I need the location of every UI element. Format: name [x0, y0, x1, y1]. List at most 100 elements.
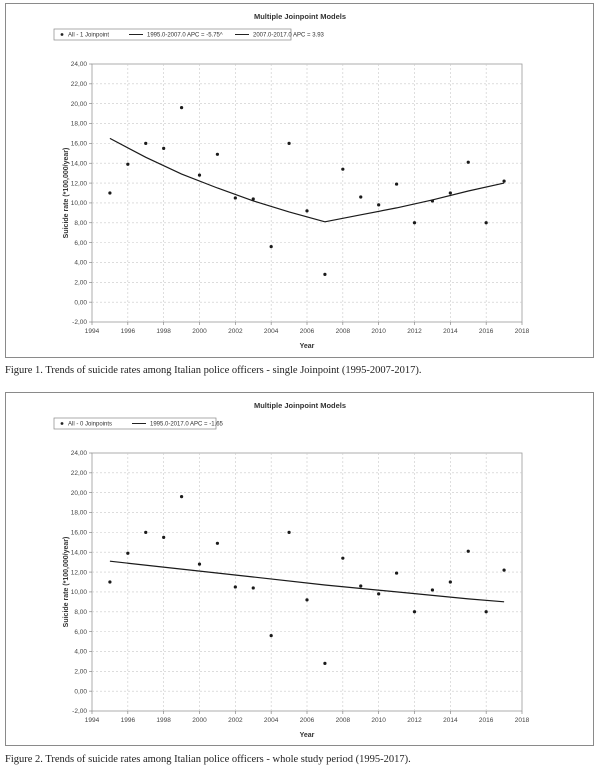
- y-tick-label: 14,00: [71, 160, 88, 167]
- y-tick-label: 0,00: [74, 299, 87, 306]
- x-tick-label: 1998: [156, 328, 171, 335]
- y-tick-label: 12,00: [71, 569, 88, 576]
- y-tick-label: 22,00: [71, 81, 88, 88]
- trend-line: [324, 182, 505, 223]
- data-point: [359, 195, 363, 199]
- chart-panel-2: Multiple Joinpoint Models All - 0 Joinpoi…: [5, 392, 594, 746]
- chart-title: Multiple Joinpoint Models: [254, 401, 346, 410]
- chart-title: Multiple Joinpoint Models: [254, 12, 346, 21]
- figure-1-caption: Figure 1. Trends of suicide rates among …: [5, 365, 422, 376]
- legend-marker: [60, 33, 64, 36]
- data-point: [179, 106, 184, 110]
- y-tick-label: 10,00: [71, 589, 88, 596]
- legend-label: 1995.0-2017.0 APC = -1.65: [150, 422, 224, 428]
- data-point: [323, 272, 327, 276]
- x-tick-label: 2000: [192, 328, 207, 335]
- x-tick-label: 2002: [228, 328, 243, 335]
- y-tick-label: 2,00: [74, 280, 87, 287]
- x-tick-label: 2014: [443, 328, 458, 335]
- trend-line: [109, 560, 505, 603]
- x-tick-label: 2004: [264, 328, 279, 335]
- data-point: [215, 541, 220, 545]
- data-point: [144, 530, 148, 534]
- y-tick-label: 22,00: [71, 470, 88, 477]
- legend-label: All - 1 Joinpoint: [68, 33, 109, 39]
- x-axis-label: Year: [300, 343, 315, 350]
- data-point: [341, 556, 345, 560]
- y-tick-label: -2,00: [72, 708, 87, 715]
- x-tick-label: 2008: [336, 717, 351, 724]
- y-tick-label: 16,00: [71, 530, 88, 537]
- y-tick-label: 14,00: [71, 549, 88, 556]
- data-point: [287, 141, 291, 145]
- figure-2-caption: Figure 2. Trends of suicide rates among …: [5, 754, 411, 765]
- y-tick-label: 12,00: [71, 180, 88, 187]
- legend-label: 1995.0-2007.0 APC = -5.75^: [147, 33, 223, 39]
- data-point: [448, 191, 452, 195]
- data-point: [215, 152, 220, 156]
- trend-line: [109, 137, 326, 223]
- x-tick-label: 1996: [121, 717, 136, 724]
- data-point: [448, 580, 452, 584]
- data-point: [126, 551, 130, 555]
- data-point: [466, 160, 470, 164]
- data-point: [179, 495, 184, 499]
- data-point: [394, 571, 399, 575]
- x-tick-label: 2010: [371, 328, 386, 335]
- legend-marker: [60, 422, 64, 425]
- data-point: [269, 633, 273, 638]
- data-point: [502, 179, 506, 183]
- data-point: [251, 197, 255, 201]
- y-axis-label: Suicide rate (*100,000/year): [63, 537, 70, 628]
- data-point: [251, 586, 255, 590]
- data-point: [502, 568, 506, 572]
- y-tick-label: 10,00: [71, 200, 88, 207]
- data-point: [126, 162, 130, 166]
- y-tick-label: 8,00: [74, 609, 87, 616]
- data-point: [197, 562, 202, 566]
- y-tick-label: -2,00: [72, 319, 87, 326]
- data-point: [484, 610, 488, 614]
- x-tick-label: 2018: [515, 328, 530, 335]
- data-point: [305, 209, 309, 213]
- data-point: [466, 549, 470, 553]
- y-tick-label: 20,00: [71, 101, 88, 108]
- data-point: [412, 610, 417, 614]
- x-tick-label: 2012: [407, 328, 422, 335]
- x-tick-label: 1996: [121, 328, 136, 335]
- data-point: [484, 221, 488, 225]
- y-tick-label: 18,00: [71, 121, 88, 128]
- joinpoint-chart-2: Multiple Joinpoint Models All - 0 Joinpoi…: [53, 401, 530, 739]
- y-tick-label: 6,00: [74, 629, 87, 636]
- x-tick-label: 2010: [371, 717, 386, 724]
- y-axis-label: Suicide rate (*100,000/year): [63, 148, 70, 239]
- y-tick-label: 24,00: [71, 450, 88, 457]
- joinpoint-chart-1: Multiple Joinpoint Models All - 1 Joinpoi…: [53, 12, 530, 350]
- data-point: [377, 592, 381, 596]
- x-tick-label: 2004: [264, 717, 279, 724]
- data-point: [197, 173, 202, 177]
- x-tick-label: 2002: [228, 717, 243, 724]
- data-point: [359, 584, 363, 588]
- data-point: [377, 203, 381, 207]
- data-point: [108, 580, 112, 584]
- y-tick-label: 8,00: [74, 220, 87, 227]
- x-tick-label: 2016: [479, 717, 494, 724]
- y-tick-label: 16,00: [71, 141, 88, 148]
- data-point: [430, 199, 435, 203]
- x-tick-label: 2006: [300, 717, 315, 724]
- x-tick-label: 2008: [336, 328, 351, 335]
- y-tick-label: 20,00: [71, 490, 88, 497]
- data-point: [108, 191, 112, 195]
- legend-label: 2007.0-2017.0 APC = 3.93: [253, 33, 325, 39]
- x-tick-label: 2018: [515, 717, 530, 724]
- data-point: [341, 167, 345, 171]
- data-point: [430, 588, 435, 592]
- y-tick-label: 4,00: [74, 260, 87, 267]
- data-point: [269, 244, 273, 249]
- y-tick-label: 6,00: [74, 240, 87, 247]
- x-tick-label: 1994: [85, 328, 100, 335]
- data-point: [162, 146, 166, 150]
- data-point: [162, 535, 166, 539]
- y-tick-label: 4,00: [74, 649, 87, 656]
